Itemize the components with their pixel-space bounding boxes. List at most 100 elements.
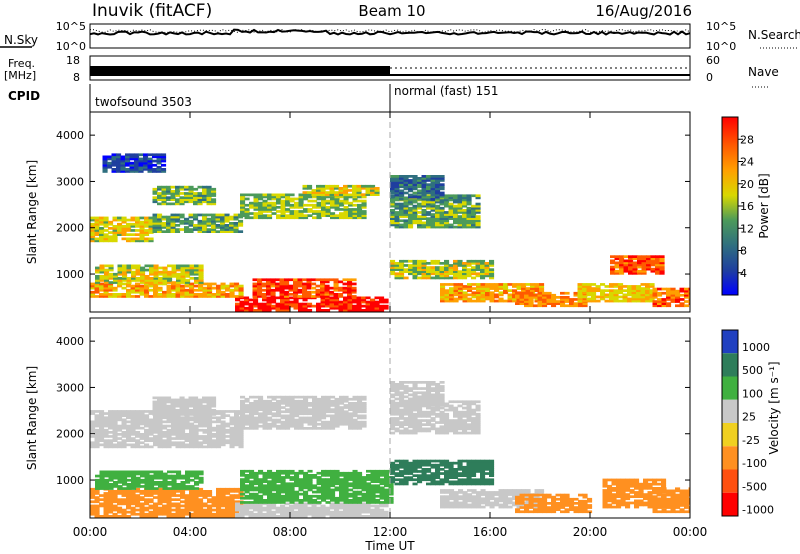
velocity-cell	[108, 478, 114, 482]
power-cell	[289, 302, 295, 306]
power-cell	[122, 266, 128, 270]
power-cell	[577, 287, 583, 290]
velocity-cell	[370, 504, 376, 508]
velocity-cell	[361, 496, 367, 500]
power-cell	[582, 283, 588, 286]
power-cell	[284, 306, 290, 310]
power-cell	[152, 226, 158, 229]
power-cell	[95, 281, 101, 284]
power-cell	[610, 269, 616, 273]
power-cell	[144, 218, 150, 222]
velocity-cell	[211, 435, 217, 438]
power-cell	[582, 293, 588, 297]
power-cell	[224, 215, 230, 219]
velocity-cell	[113, 481, 119, 484]
velocity-cell	[126, 496, 132, 499]
power-cell	[161, 185, 167, 189]
velocity-cell	[235, 504, 241, 508]
power-cell	[130, 222, 136, 226]
velocity-cell	[121, 414, 127, 417]
power-cell	[475, 211, 481, 214]
power-cell	[175, 187, 181, 191]
power-cell	[439, 225, 445, 229]
velocity-cell	[258, 406, 264, 409]
power-colorbar-tick-label: 20	[740, 178, 754, 191]
velocity-cell	[357, 471, 363, 475]
velocity-cell	[176, 483, 182, 486]
power-cell	[356, 296, 362, 300]
power-colorbar-tick-label: 24	[740, 156, 754, 169]
power-cell	[408, 259, 414, 263]
power-cell	[157, 187, 163, 191]
power-cell	[161, 170, 167, 173]
power-cell	[302, 302, 308, 306]
power-cell	[139, 222, 145, 226]
velocity-cell	[152, 402, 158, 406]
velocity-cell	[121, 420, 127, 424]
velocity-cell	[193, 404, 199, 408]
velocity-cell	[298, 501, 304, 504]
power-cell	[161, 222, 167, 225]
power-cell	[417, 177, 423, 180]
velocity-cell	[285, 476, 291, 479]
velocity-cell	[244, 496, 250, 500]
velocity-cell	[103, 412, 109, 415]
power-cell	[512, 293, 518, 297]
velocity-cell	[229, 506, 235, 510]
power-cell	[175, 215, 181, 219]
velocity-cell	[180, 443, 186, 447]
velocity-cell	[352, 471, 358, 475]
power-cell	[99, 275, 105, 278]
power-cell	[448, 264, 454, 267]
power-cell	[108, 239, 114, 243]
power-cell	[348, 212, 354, 215]
velocity-cell	[193, 411, 199, 414]
power-cell	[158, 270, 164, 274]
velocity-cell	[370, 476, 376, 479]
velocity-cell	[307, 416, 313, 420]
power-cell	[258, 197, 264, 201]
power-cell	[157, 282, 163, 286]
power-cell	[435, 181, 441, 184]
power-cell	[325, 193, 331, 196]
velocity-cell	[220, 414, 226, 417]
power-cell	[99, 270, 105, 274]
power-cell	[112, 218, 118, 222]
velocity-cell	[157, 420, 163, 424]
power-cell	[253, 199, 259, 203]
power-cell	[126, 227, 132, 230]
velocity-cell	[90, 494, 96, 497]
velocity-cell	[180, 428, 186, 432]
velocity-cell	[94, 420, 100, 424]
velocity-cell	[271, 515, 277, 518]
power-cell	[135, 266, 141, 270]
velocity-cell	[95, 483, 101, 486]
power-cell	[435, 259, 441, 263]
power-cell	[148, 284, 154, 288]
power-cell	[426, 197, 432, 201]
power-cell	[503, 283, 509, 286]
velocity-cell	[316, 494, 322, 498]
power-cell	[108, 284, 114, 288]
velocity-cell	[166, 406, 172, 410]
power-cell	[185, 266, 191, 270]
power-cell	[649, 291, 655, 295]
power-cell	[627, 289, 633, 292]
velocity-cell	[307, 469, 313, 473]
power-cell	[135, 268, 141, 272]
velocity-cell	[267, 496, 273, 500]
velocity-cell	[289, 501, 295, 504]
power-cell	[293, 278, 299, 282]
power-cell	[184, 198, 190, 201]
power-cell	[224, 224, 230, 227]
power-cell	[320, 278, 326, 282]
power-cell	[252, 288, 258, 292]
power-cell	[166, 288, 172, 292]
velocity-cell	[307, 418, 313, 422]
velocity-cell	[285, 399, 291, 403]
power-cell	[239, 306, 245, 310]
power-cell	[262, 309, 268, 312]
velocity-cell	[152, 409, 158, 412]
velocity-cell	[189, 502, 195, 506]
velocity-cell	[253, 476, 259, 479]
